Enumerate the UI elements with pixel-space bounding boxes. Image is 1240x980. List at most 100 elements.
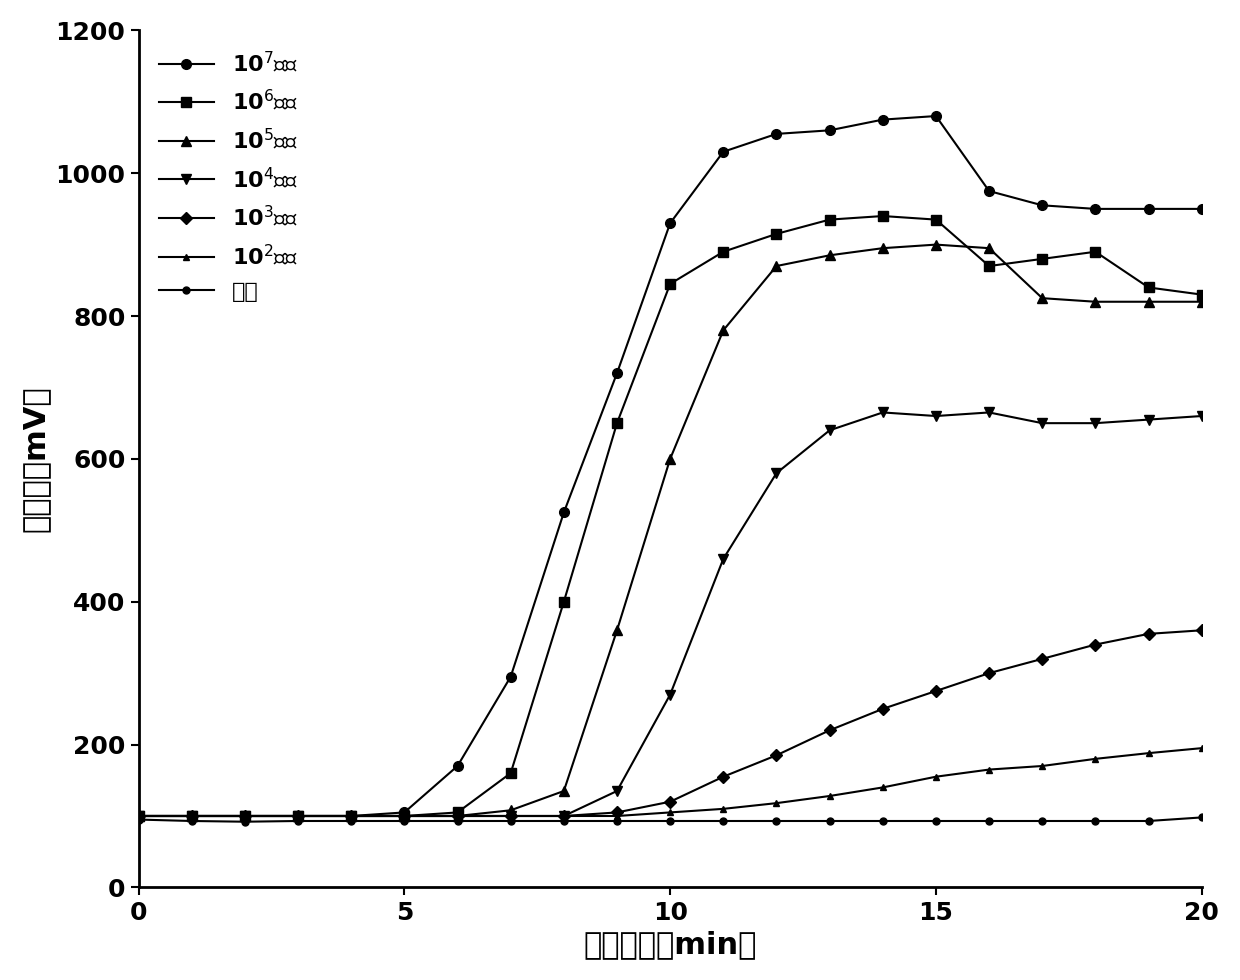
10$^6$拷贝 <box>343 810 358 822</box>
阴性 <box>610 815 625 827</box>
10$^5$拷贝 <box>557 785 572 797</box>
10$^4$拷贝 <box>1141 414 1156 425</box>
10$^2$拷贝 <box>982 763 997 775</box>
10$^7$拷贝 <box>343 810 358 822</box>
10$^3$拷贝 <box>503 810 518 822</box>
10$^2$拷贝 <box>929 771 944 783</box>
10$^3$拷贝 <box>1141 628 1156 640</box>
10$^7$拷贝 <box>610 368 625 379</box>
阴性 <box>1035 815 1050 827</box>
10$^2$拷贝 <box>1087 753 1102 764</box>
10$^3$拷贝 <box>610 807 625 818</box>
10$^3$拷贝 <box>185 810 200 822</box>
10$^3$拷贝 <box>875 703 890 714</box>
10$^7$拷贝 <box>131 810 146 822</box>
10$^4$拷贝 <box>557 810 572 822</box>
10$^5$拷贝 <box>185 810 200 822</box>
10$^4$拷贝 <box>131 810 146 822</box>
阴性 <box>1194 811 1209 823</box>
10$^6$拷贝 <box>929 214 944 225</box>
阴性 <box>1141 815 1156 827</box>
10$^4$拷贝 <box>185 810 200 822</box>
10$^5$拷贝 <box>822 250 837 262</box>
10$^2$拷贝 <box>237 810 252 822</box>
10$^3$拷贝 <box>450 810 465 822</box>
10$^5$拷贝 <box>1194 296 1209 308</box>
阴性 <box>343 815 358 827</box>
阴性 <box>557 815 572 827</box>
10$^7$拷贝 <box>929 110 944 122</box>
10$^2$拷贝 <box>662 807 677 818</box>
10$^7$拷贝 <box>662 218 677 229</box>
10$^6$拷贝 <box>557 596 572 608</box>
10$^7$拷贝 <box>237 810 252 822</box>
10$^6$拷贝 <box>397 810 412 822</box>
10$^6$拷贝 <box>1087 246 1102 258</box>
10$^6$拷贝 <box>822 214 837 225</box>
10$^6$拷贝 <box>1141 281 1156 293</box>
10$^7$拷贝 <box>1035 200 1050 212</box>
10$^5$拷贝 <box>131 810 146 822</box>
10$^7$拷贝 <box>1194 203 1209 215</box>
10$^5$拷贝 <box>503 805 518 816</box>
10$^3$拷贝 <box>1194 624 1209 636</box>
10$^3$拷贝 <box>1035 653 1050 664</box>
10$^4$拷贝 <box>769 467 784 479</box>
阴性 <box>397 815 412 827</box>
10$^4$拷贝 <box>397 810 412 822</box>
10$^3$拷贝 <box>237 810 252 822</box>
10$^3$拷贝 <box>929 685 944 697</box>
10$^2$拷贝 <box>503 810 518 822</box>
10$^5$拷贝 <box>875 242 890 254</box>
10$^3$拷贝 <box>715 771 730 783</box>
10$^7$拷贝 <box>185 810 200 822</box>
阴性 <box>662 815 677 827</box>
10$^4$拷贝 <box>1087 417 1102 429</box>
阴性 <box>982 815 997 827</box>
10$^6$拷贝 <box>450 807 465 818</box>
10$^7$拷贝 <box>875 114 890 125</box>
10$^6$拷贝 <box>662 278 677 290</box>
阴性 <box>769 815 784 827</box>
10$^5$拷贝 <box>290 810 305 822</box>
10$^2$拷贝 <box>343 810 358 822</box>
10$^7$拷贝 <box>503 671 518 683</box>
10$^5$拷贝 <box>662 453 677 465</box>
10$^4$拷贝 <box>610 785 625 797</box>
10$^2$拷贝 <box>769 798 784 809</box>
10$^2$拷贝 <box>1194 742 1209 754</box>
10$^5$拷贝 <box>1035 292 1050 304</box>
Legend: 10$^7$拷贝, 10$^6$拷贝, 10$^5$拷贝, 10$^4$拷贝, 10$^3$拷贝, 10$^2$拷贝, 阴性: 10$^7$拷贝, 10$^6$拷贝, 10$^5$拷贝, 10$^4$拷贝, … <box>150 41 308 311</box>
10$^7$拷贝 <box>450 760 465 772</box>
10$^4$拷贝 <box>662 689 677 701</box>
10$^4$拷贝 <box>503 810 518 822</box>
10$^7$拷贝 <box>1141 203 1156 215</box>
10$^2$拷贝 <box>397 810 412 822</box>
阴性 <box>237 815 252 827</box>
10$^6$拷贝 <box>610 417 625 429</box>
10$^2$拷贝 <box>610 810 625 822</box>
10$^7$拷贝 <box>769 128 784 140</box>
10$^4$拷贝 <box>290 810 305 822</box>
10$^6$拷贝 <box>290 810 305 822</box>
10$^2$拷贝 <box>1035 760 1050 772</box>
10$^6$拷贝 <box>237 810 252 822</box>
Line: 10$^7$拷贝: 10$^7$拷贝 <box>134 111 1207 821</box>
10$^5$拷贝 <box>397 810 412 822</box>
10$^4$拷贝 <box>1194 411 1209 422</box>
10$^6$拷贝 <box>185 810 200 822</box>
10$^6$拷贝 <box>131 810 146 822</box>
Line: 10$^2$拷贝: 10$^2$拷贝 <box>135 745 1205 819</box>
10$^3$拷贝 <box>662 796 677 808</box>
10$^3$拷贝 <box>343 810 358 822</box>
10$^4$拷贝 <box>450 810 465 822</box>
10$^7$拷贝 <box>822 124 837 136</box>
阴性 <box>185 815 200 827</box>
10$^4$拷贝 <box>1035 417 1050 429</box>
阴性 <box>929 815 944 827</box>
10$^6$拷贝 <box>1194 289 1209 301</box>
10$^5$拷贝 <box>929 239 944 251</box>
10$^2$拷贝 <box>557 810 572 822</box>
10$^3$拷贝 <box>982 667 997 679</box>
10$^7$拷贝 <box>397 807 412 818</box>
